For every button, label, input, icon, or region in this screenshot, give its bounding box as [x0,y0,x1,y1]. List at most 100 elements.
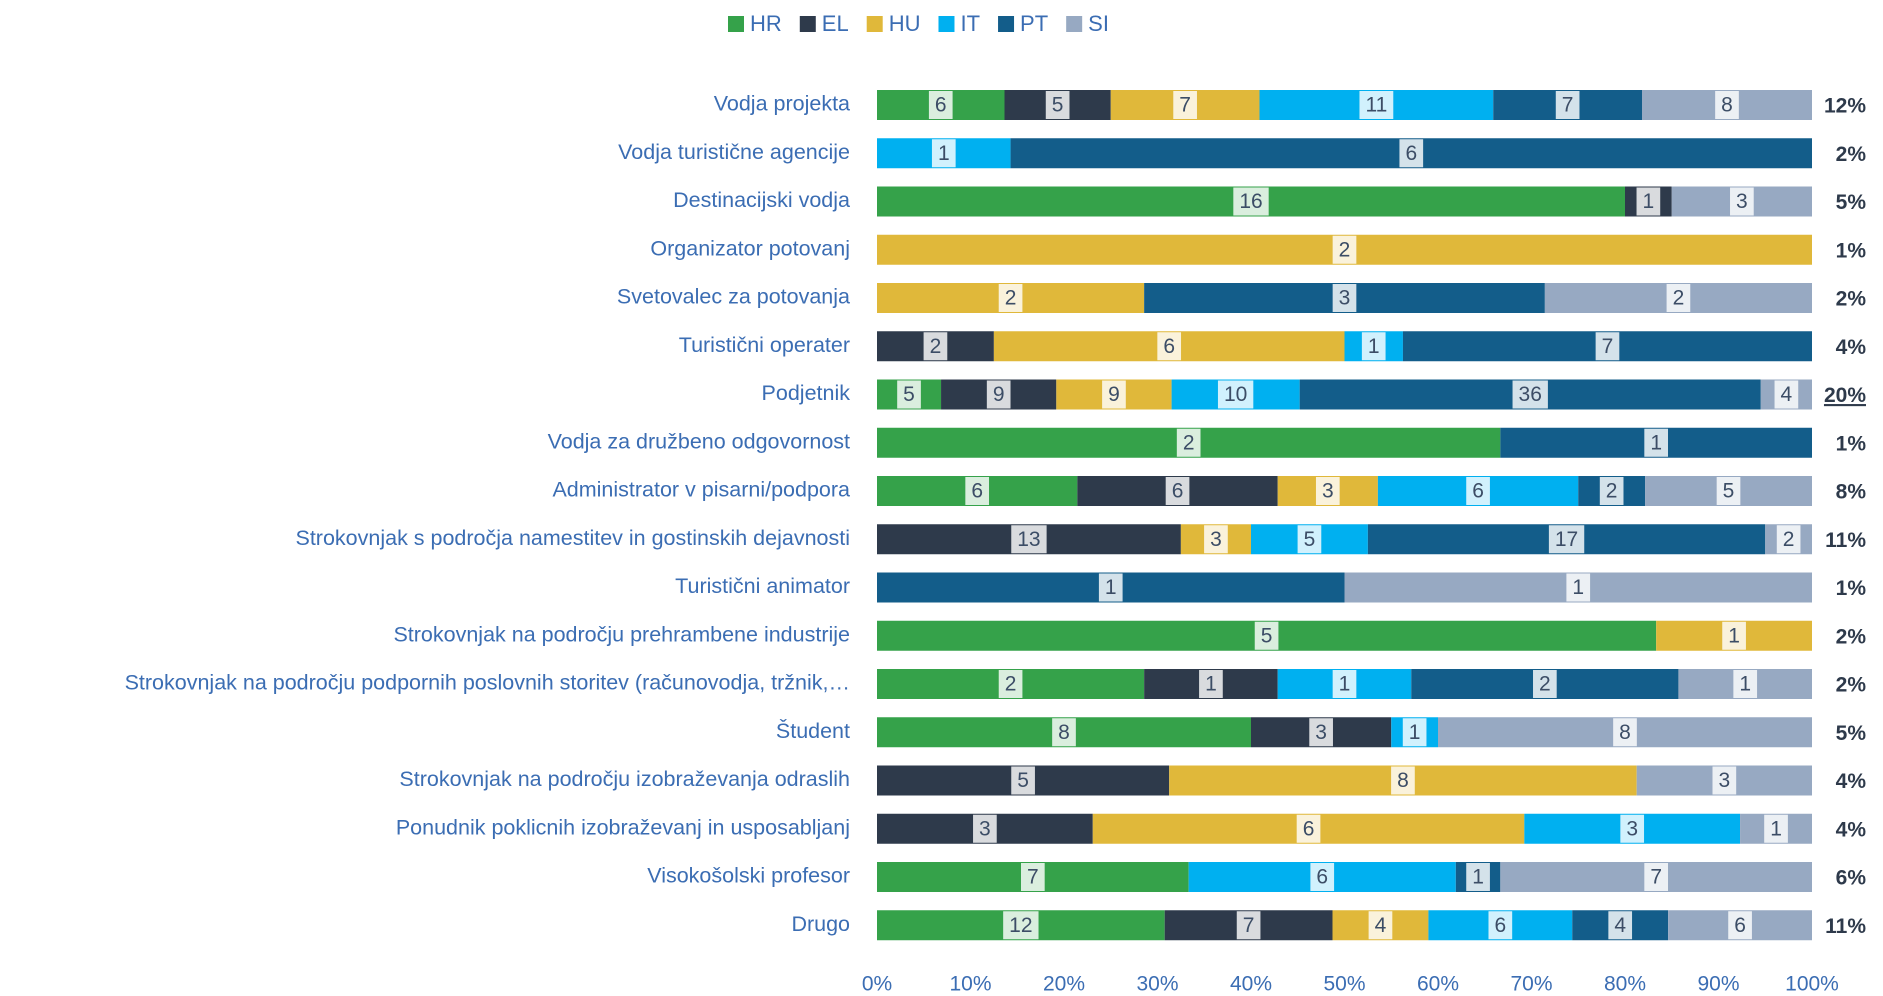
data-label-box [1608,911,1633,940]
data-label: 36 [1512,380,1548,409]
x-tick-label: 30% [1136,973,1178,996]
share-label: 1% [1836,432,1867,455]
legend-label: EL [822,11,849,36]
data-label-text: 9 [1108,383,1120,406]
data-label-text: 5 [903,383,915,406]
data-label: 10 [1217,380,1254,409]
data-label-text: 6 [935,94,947,117]
share-label: 11% [1825,529,1866,552]
data-label-box [1730,187,1754,216]
data-label-box [1332,670,1357,698]
category-label: Svetovalec za potovanja [617,285,850,309]
data-label-box [1297,525,1322,554]
data-label-text: 4 [1781,383,1793,406]
data-label: 8 [1391,766,1415,795]
data-label-text: 7 [1243,914,1255,937]
legend-label: IT [960,11,980,36]
data-label-box [998,284,1023,312]
data-label-text: 11 [1365,94,1387,117]
data-label: 5 [1045,91,1070,119]
data-label: 6 [1296,814,1321,843]
category-label: Visokošolski profesor [647,864,850,888]
data-label: 3 [1712,766,1737,795]
data-label-box [998,670,1023,698]
data-label-text: 1 [1643,190,1655,213]
data-label: 3 [1309,718,1333,747]
legend-label: HU [889,11,921,36]
data-label: 1 [1566,573,1591,602]
data-label-box [1599,477,1624,505]
data-label: 5 [1297,525,1322,554]
data-label: 1 [1466,863,1490,891]
legend-label: PT [1020,11,1048,36]
data-label: 1 [931,139,956,168]
data-label-text: 12 [1009,914,1032,937]
share-label: 1% [1836,239,1867,262]
data-label-text: 7 [1027,866,1039,889]
data-label: 2 [1776,525,1801,554]
data-label: 9 [1102,380,1126,409]
data-label-box [1173,91,1197,119]
x-tick-label: 20% [1043,973,1085,996]
x-tick-label: 90% [1697,973,1739,996]
data-label-box [1722,621,1746,650]
data-label-text: 2 [1183,431,1195,454]
share-label: 4% [1836,336,1867,359]
data-label-box [1595,332,1620,361]
data-label-box [1359,91,1394,119]
data-label-box [1165,477,1190,505]
share-label: 4% [1836,818,1867,841]
data-label-box [1199,670,1223,698]
data-label-box [1512,380,1548,409]
data-label: 6 [1399,139,1424,168]
data-label: 1 [1644,428,1669,457]
data-label: 6 [1488,911,1513,940]
data-label-box [1466,863,1490,891]
data-label: 1 [1332,670,1357,698]
data-label-box [1566,573,1591,602]
category-label: Študent [776,718,850,743]
share-label: 12% [1824,95,1866,118]
data-label-text: 36 [1519,383,1542,406]
data-label-box [1361,332,1386,361]
data-label-text: 5 [1723,480,1735,503]
data-label-text: 7 [1179,94,1191,117]
data-label-box [1310,863,1335,891]
data-label-text: 17 [1555,528,1578,551]
data-label-text: 1 [1650,431,1662,454]
category-label: Organizator potovanj [650,236,850,260]
share-label: 20% [1824,384,1866,407]
data-label: 7 [1644,863,1669,891]
data-label-box [1488,911,1513,940]
data-label-text: 1 [1339,673,1351,696]
data-label-text: 1 [1105,576,1117,599]
data-label: 7 [1595,332,1620,361]
data-label: 7 [1020,863,1045,891]
data-label-text: 5 [1017,769,1029,792]
data-label-text: 4 [1375,914,1387,937]
data-label-text: 7 [1650,866,1662,889]
data-label-box [1728,911,1752,940]
data-label: 9 [986,380,1011,409]
data-label-box [1052,718,1076,747]
data-label-text: 6 [1163,335,1175,358]
data-label-text: 1 [1205,673,1217,696]
data-label: 16 [1233,187,1269,216]
data-label-text: 16 [1239,190,1262,213]
data-label: 5 [897,380,921,409]
share-label: 2% [1836,625,1867,648]
category-label: Strokovnjak na področju podpornih poslov… [125,671,850,695]
data-label-box [1555,91,1580,119]
share-label: 5% [1836,722,1867,745]
data-label: 6 [1728,911,1752,940]
data-label-box [931,139,956,168]
legend-swatch [728,16,744,32]
category-label: Vodja projekta [714,92,850,116]
data-label: 1 [1098,573,1123,602]
share-label: 8% [1836,481,1867,504]
data-label-box [1666,284,1691,312]
category-label: Podjetnik [762,381,851,405]
data-label: 2 [1599,477,1624,505]
data-label-text: 2 [1783,528,1795,551]
data-label-box [1102,380,1126,409]
